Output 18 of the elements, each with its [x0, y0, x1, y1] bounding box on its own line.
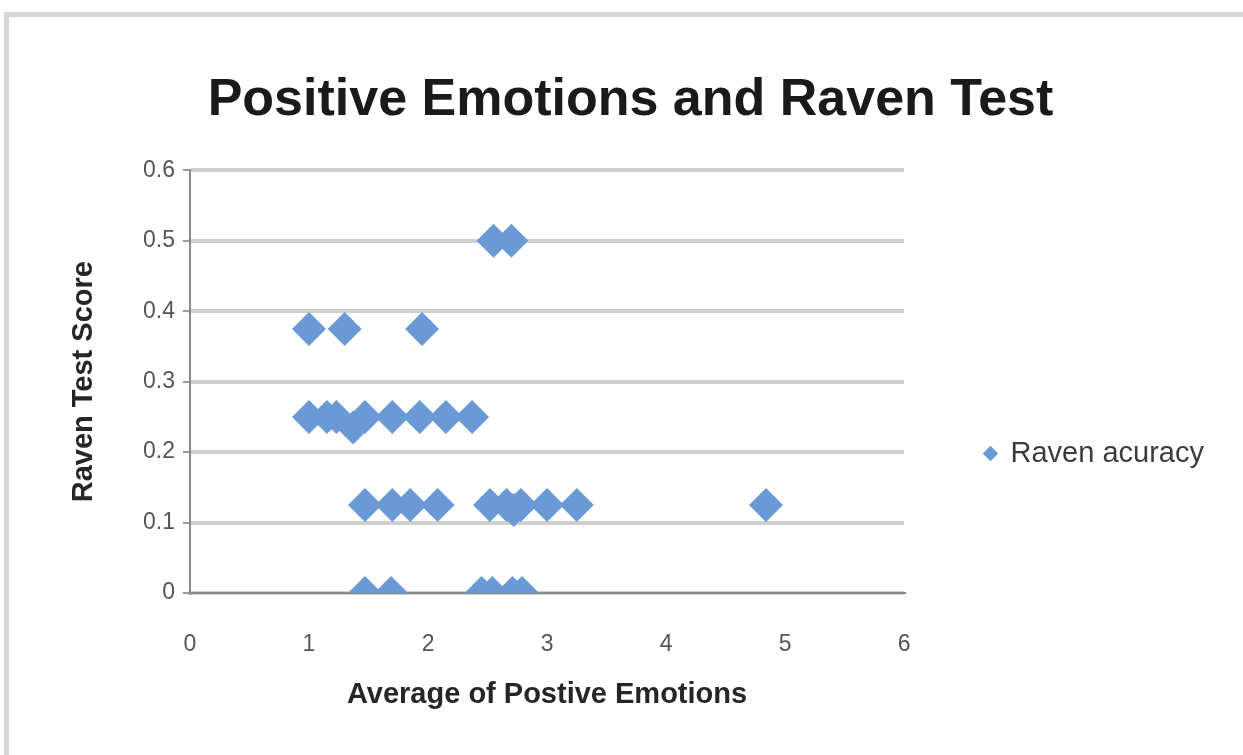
x-tick-label: 5 — [778, 630, 792, 657]
y-axis-title: Raven Test Score — [66, 261, 99, 503]
legend-label: Raven acuracy — [1010, 435, 1205, 468]
y-tick-label: 0.5 — [143, 226, 175, 253]
chart-title: Positive Emotions and Raven Test — [207, 67, 1054, 126]
x-tick-label: 2 — [421, 630, 435, 657]
x-axis-title: Average of Postive Emotions — [346, 676, 748, 709]
x-tick-label: 0 — [183, 630, 197, 657]
x-tick-label: 4 — [659, 630, 673, 657]
y-tick-label: 0.4 — [143, 296, 176, 323]
y-tick-label: 0 — [162, 578, 175, 605]
y-tick-label: 0.2 — [143, 437, 175, 464]
y-tick-label: 0.3 — [143, 367, 175, 394]
x-tick-label: 6 — [897, 630, 911, 657]
y-tick-label: 0.1 — [143, 507, 175, 534]
x-tick-label: 1 — [302, 630, 316, 657]
y-tick-label: 0.6 — [143, 155, 175, 182]
x-tick-label: 3 — [540, 630, 554, 657]
